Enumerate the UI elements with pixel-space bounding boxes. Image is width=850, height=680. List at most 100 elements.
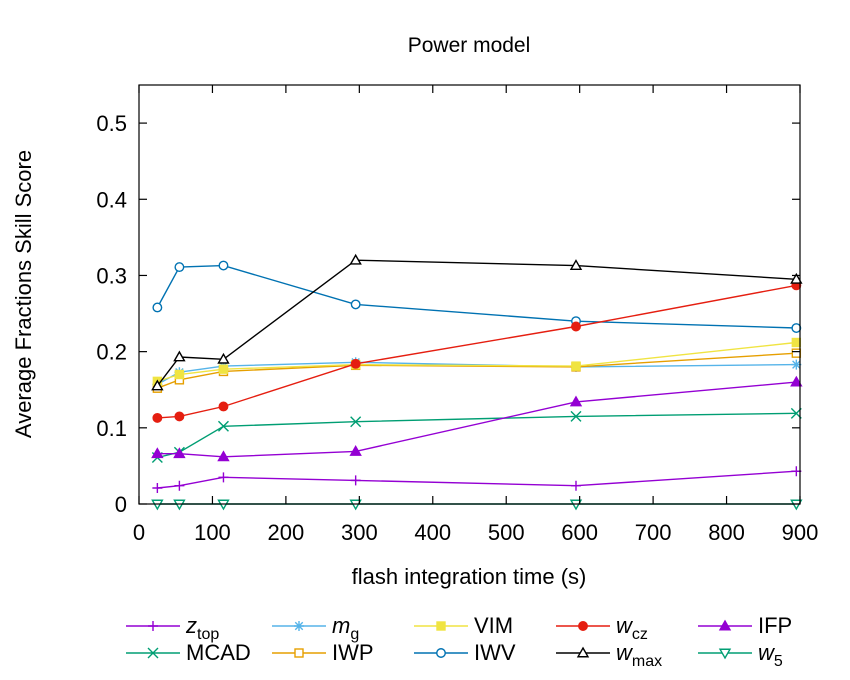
data-point-x	[350, 416, 362, 428]
series-vim	[152, 337, 802, 387]
plot-frame	[138, 84, 801, 505]
data-point-triangle-down-open	[569, 499, 583, 511]
series-w-max	[151, 253, 803, 391]
series-mcad	[151, 407, 802, 464]
x-tick-label: 100	[194, 520, 231, 545]
legend-entry: VIM	[414, 613, 513, 638]
series-ifp	[151, 375, 803, 462]
series-line	[157, 284, 797, 419]
legend-label: IWV	[474, 640, 516, 665]
legend-entry: IWV	[414, 640, 516, 665]
x-tick-label: 200	[268, 520, 305, 545]
data-point-star	[791, 359, 802, 370]
x-tick-label: 0	[133, 520, 145, 545]
series-iwp	[152, 348, 802, 393]
legend-entry: mg	[272, 613, 359, 643]
data-point-plus	[152, 483, 163, 494]
x-tick-label: 900	[782, 520, 819, 545]
data-point-triangle-up-filled	[151, 447, 164, 459]
data-point-x	[147, 647, 159, 659]
plot-area	[151, 253, 803, 511]
y-tick-label: 0.3	[96, 263, 127, 288]
data-point-square-filled	[571, 361, 581, 371]
legend-label: MCAD	[186, 640, 251, 665]
data-point-circle-open	[436, 648, 446, 658]
data-point-circle-open	[791, 323, 802, 333]
series-line	[157, 470, 797, 489]
series-line	[156, 259, 797, 387]
data-point-plus	[218, 472, 229, 483]
data-point-square-filled	[174, 369, 185, 380]
data-point-square-filled	[436, 621, 446, 631]
data-point-circle-filled	[350, 358, 361, 369]
axes: 0 100 200 300 400 500 600 700 800 900 0 0.1 0.2 0.3 0.…	[96, 84, 819, 545]
data-point-circle-filled	[578, 621, 588, 631]
x-tick-label: 700	[635, 520, 672, 545]
legend-entry: IWP	[272, 640, 374, 665]
data-point-triangle-up-open	[217, 352, 230, 364]
data-point-circle-open	[174, 262, 185, 273]
series-line	[157, 381, 797, 458]
data-point-circle-filled	[571, 321, 581, 332]
data-point-circle-open	[350, 299, 361, 310]
series-m-g	[152, 357, 802, 390]
series-line	[157, 352, 797, 389]
data-point-star	[294, 621, 304, 631]
chart-title: Power model	[408, 34, 531, 57]
data-point-circle-filled	[218, 401, 229, 412]
data-point-triangle-up-open	[569, 259, 583, 271]
data-point-triangle-up-open	[173, 350, 186, 362]
legend-label: IWP	[332, 640, 374, 665]
x-tick-label: 800	[708, 520, 745, 545]
series-line	[157, 341, 797, 382]
legend-label: w5	[758, 640, 783, 670]
y-tick-label: 0.2	[96, 340, 127, 365]
legend-label: IFP	[758, 613, 792, 638]
data-point-triangle-down-open	[790, 499, 803, 511]
x-axis-label: flash integration time (s)	[352, 564, 587, 589]
data-point-plus	[148, 621, 158, 631]
data-point-triangle-up-filled	[718, 619, 732, 631]
data-point-triangle-up-filled	[349, 445, 362, 456]
data-point-triangle-up-filled	[217, 450, 230, 462]
series-w-cz	[152, 280, 802, 423]
legend-entry: ztop	[126, 613, 219, 643]
series-w-5	[151, 499, 803, 511]
data-point-square-filled	[791, 337, 802, 348]
data-point-x	[570, 410, 582, 422]
x-tick-label: 300	[341, 520, 378, 545]
data-point-triangle-down-open	[718, 648, 732, 660]
legend-label: ztop	[185, 613, 219, 643]
legend-entry: wmax	[556, 640, 662, 670]
data-point-triangle-up-open	[151, 379, 164, 391]
data-point-square-filled	[218, 364, 229, 374]
data-point-circle-open	[152, 302, 163, 313]
legend-label: VIM	[474, 613, 513, 638]
y-axis-label: Average Fractions Skill Score	[11, 150, 36, 438]
legend-entry: MCAD	[126, 640, 251, 665]
data-point-triangle-up-open	[349, 253, 362, 265]
data-point-triangle-down-open	[173, 499, 186, 511]
legend-entry: w5	[698, 640, 783, 670]
x-tick-label: 500	[488, 520, 525, 545]
series-z-top	[152, 466, 802, 494]
legend-entry: wcz	[556, 613, 648, 643]
y-tick-label: 0.4	[96, 187, 127, 212]
y-tick-label: 0.5	[96, 111, 127, 136]
legend-label: wcz	[616, 613, 648, 643]
data-point-triangle-up-open	[790, 272, 803, 284]
data-point-circle-filled	[152, 412, 163, 423]
data-point-triangle-up-filled	[173, 447, 186, 459]
data-point-triangle-up-filled	[569, 395, 583, 407]
series-iwv	[152, 260, 802, 333]
y-tick-label: 0.1	[96, 416, 127, 441]
data-point-circle-open	[218, 260, 229, 271]
data-point-plus	[174, 480, 185, 491]
data-point-triangle-down-open	[349, 499, 362, 511]
data-point-circle-filled	[174, 411, 185, 422]
data-point-square-open	[791, 348, 802, 358]
data-point-triangle-up-filled	[790, 375, 803, 387]
x-tick-label: 400	[414, 520, 451, 545]
